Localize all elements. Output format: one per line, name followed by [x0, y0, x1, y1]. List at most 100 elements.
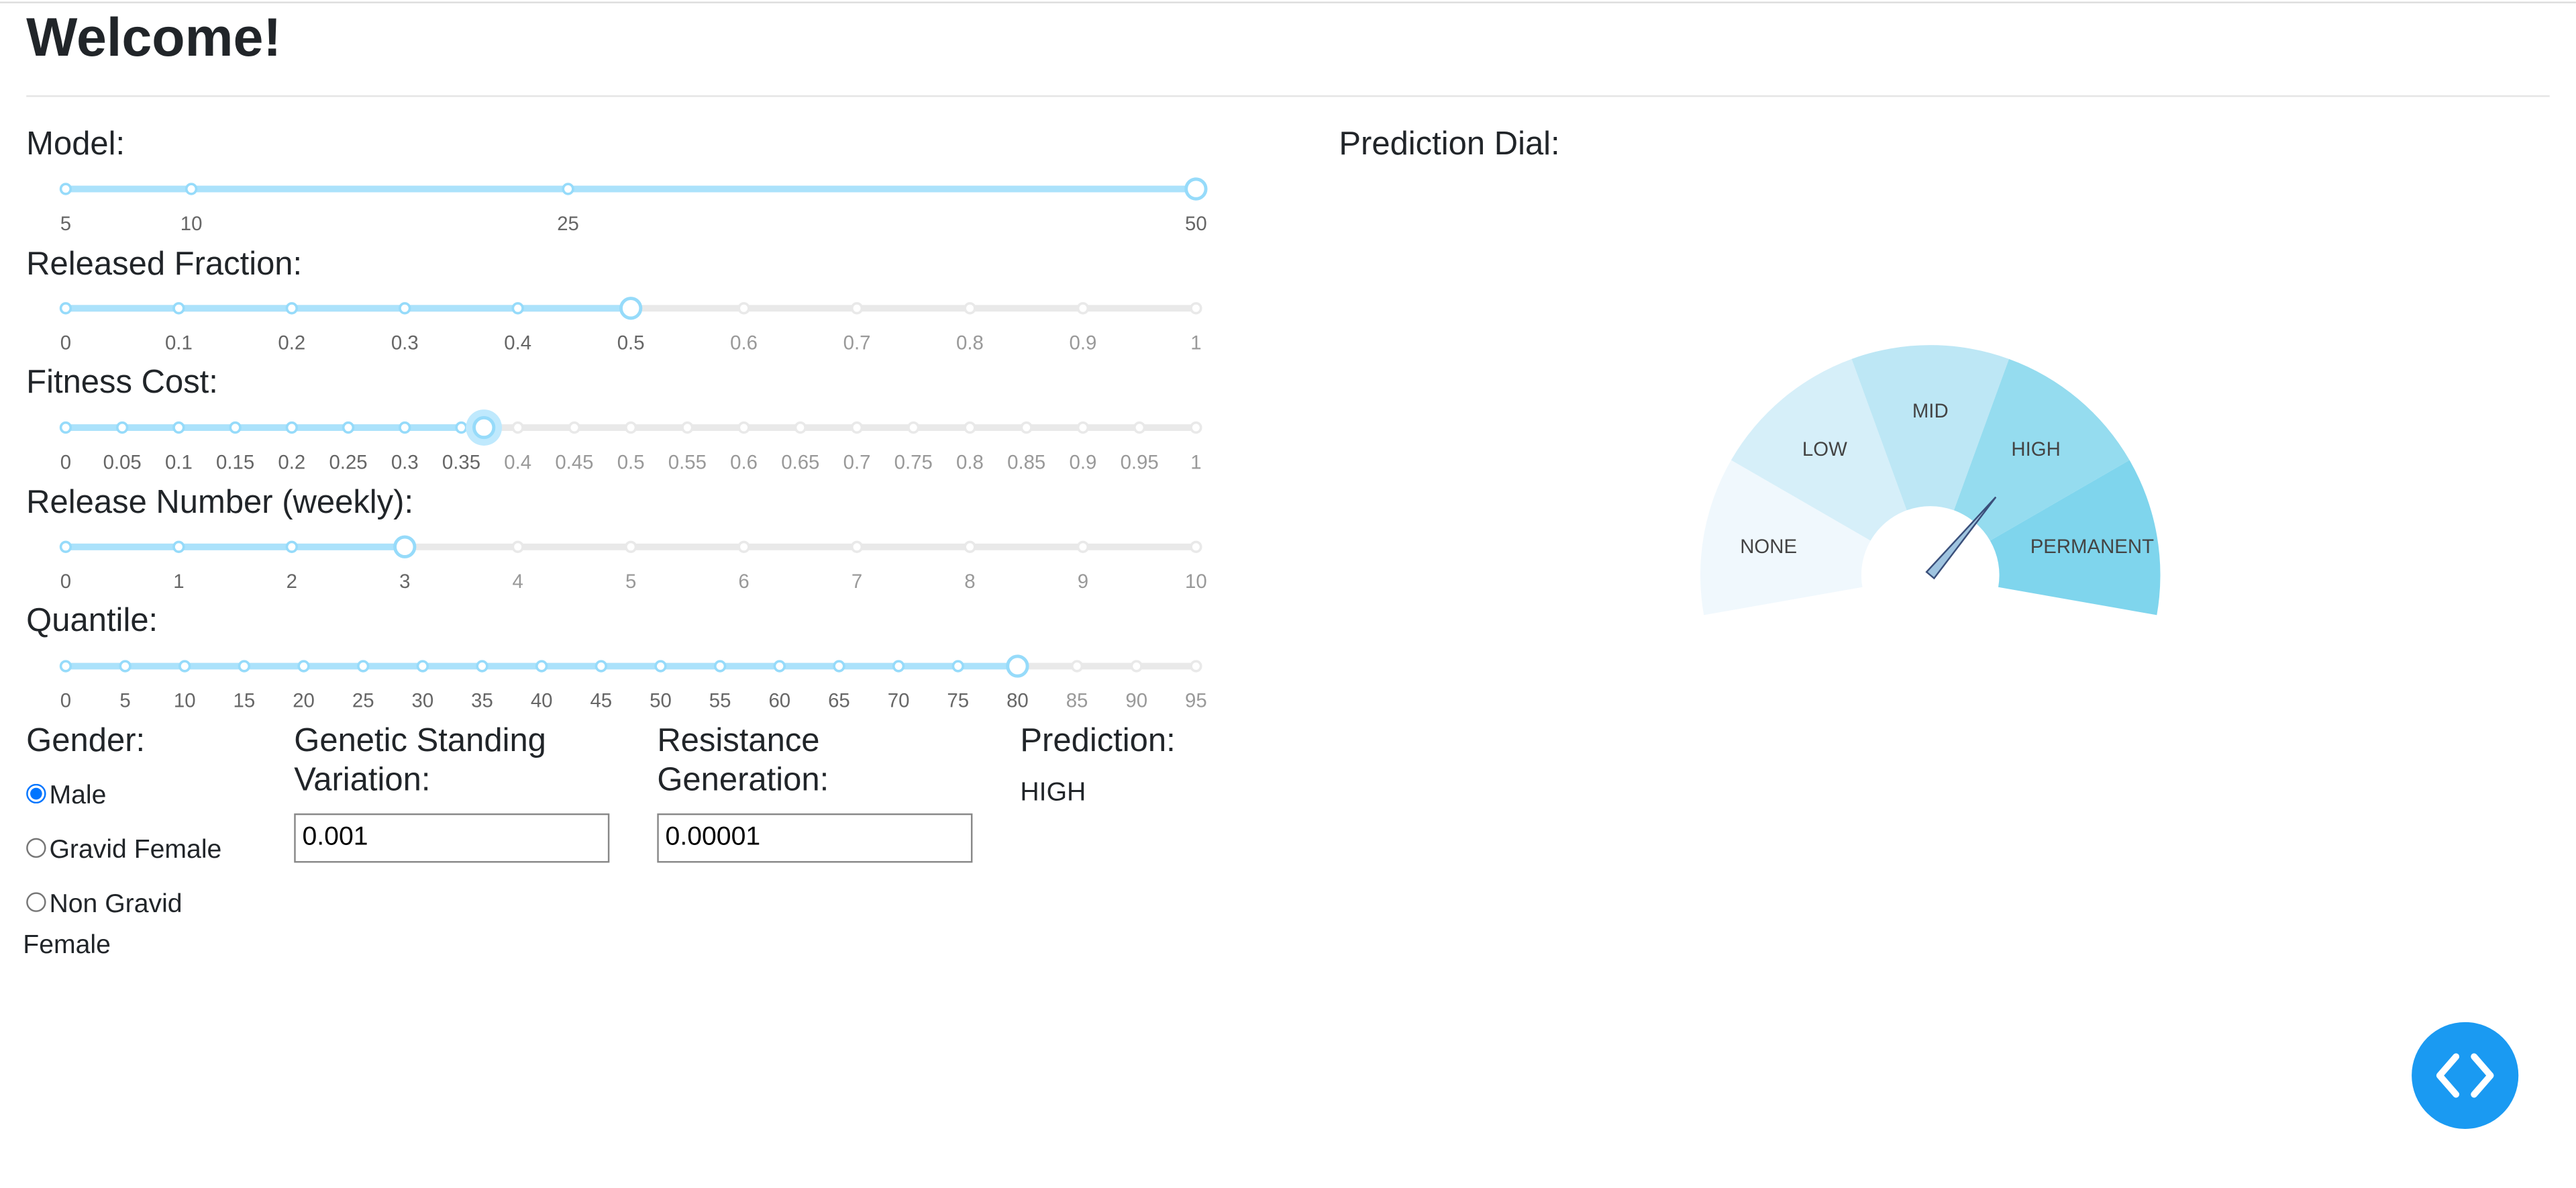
slider-dot — [178, 660, 191, 673]
slider-mark-label: 0.9 — [1070, 451, 1097, 473]
code-button[interactable] — [2412, 1022, 2519, 1129]
prediction-value: HIGH — [1020, 779, 1086, 807]
slider-mark-label: 4 — [513, 571, 523, 593]
slider-dot — [1190, 540, 1202, 553]
slider-mark-label: 30 — [412, 690, 434, 712]
slider-mark-label: 6 — [738, 571, 749, 593]
slider-mark-label: 35 — [471, 690, 493, 712]
slider-dot — [1130, 660, 1143, 673]
slider-mark-label: 0.5 — [617, 451, 645, 473]
slider-dot — [59, 421, 72, 434]
dial-title: Prediction Dial: — [1339, 126, 1560, 163]
slider-mark-label: 80 — [1007, 690, 1029, 712]
slider-mark-label: 0.4 — [504, 451, 531, 473]
dial-label: HIGH — [2011, 438, 2060, 460]
slider-mark-label: 20 — [293, 690, 315, 712]
slider-mark-label: 0.35 — [442, 451, 480, 473]
slider-dot — [595, 660, 608, 673]
slider-mark-label: 25 — [352, 690, 374, 712]
slider-mark-label: 5 — [60, 213, 71, 235]
slider-dot — [285, 421, 298, 434]
slider-mark-label: 45 — [590, 690, 612, 712]
page-title: Welcome! — [26, 6, 282, 68]
radio-label: Non Gravid Female — [23, 890, 183, 960]
slider-handle — [472, 415, 496, 440]
slider-dot — [833, 660, 845, 673]
slider-dot — [342, 421, 355, 434]
slider-dot — [297, 660, 310, 673]
slider-mark-label: 90 — [1125, 690, 1147, 712]
slider-mark-label: 0.95 — [1121, 451, 1159, 473]
radio-option[interactable]: Male — [23, 776, 236, 817]
slider-dot — [568, 421, 581, 434]
slider-mark-label: 8 — [964, 571, 975, 593]
slider-mark-label: 60 — [768, 690, 790, 712]
slider-dot — [238, 660, 251, 673]
slider-mark-label: 1 — [1190, 451, 1201, 473]
slider-dot — [624, 540, 637, 553]
slider-dot — [964, 302, 976, 315]
slider-mark-label: 0.55 — [668, 451, 707, 473]
dial-label: PERMANENT — [2030, 536, 2154, 558]
slider-mark-label: 0.6 — [730, 332, 758, 354]
slider-mark-label: 0.25 — [329, 451, 367, 473]
code-icon — [2436, 1053, 2494, 1098]
slider-dot — [1190, 660, 1202, 673]
radio-option[interactable]: Gravid Female — [23, 830, 236, 871]
slider-dot — [907, 421, 920, 434]
slider-label: Quantile: — [26, 603, 158, 640]
slider-mark-label: 65 — [828, 690, 850, 712]
slider-dot — [1190, 421, 1202, 434]
slider-mark-label: 15 — [234, 690, 256, 712]
resistance-input[interactable] — [657, 813, 973, 863]
slider-dot — [511, 302, 524, 315]
dial-label: NONE — [1740, 536, 1797, 558]
slider-mark-label: 2 — [287, 571, 297, 593]
slider-dot — [172, 302, 185, 315]
slider-dot — [1070, 660, 1084, 673]
dial-needle — [1925, 496, 1997, 580]
slider-mark-label: 95 — [1185, 690, 1207, 712]
slider-label: Model: — [26, 126, 125, 163]
slider-mark-label: 5 — [119, 690, 130, 712]
slider-mark-label: 0.9 — [1070, 332, 1097, 354]
slider-mark-label: 0 — [60, 332, 71, 354]
slider-mark-label: 0.3 — [391, 332, 419, 354]
radio-input[interactable] — [26, 783, 46, 804]
slider-dot — [119, 660, 132, 673]
slider-mark-label: 85 — [1066, 690, 1088, 712]
slider-dot — [624, 421, 637, 434]
slider-mark-label: 0.65 — [781, 451, 819, 473]
radio-input[interactable] — [26, 892, 46, 912]
genetic-label: Genetic Standing Variation: — [294, 723, 546, 799]
slider-mark-label: 0.1 — [165, 451, 193, 473]
slider-handle — [619, 297, 643, 320]
slider-mark-label: 1 — [1190, 332, 1201, 354]
slider-dot — [850, 540, 864, 553]
slider-dot — [59, 183, 72, 195]
slider-dot — [229, 421, 242, 434]
radio-input[interactable] — [26, 838, 46, 858]
radio-option[interactable]: Non Gravid Female — [23, 884, 236, 966]
slider-dot — [399, 302, 411, 315]
dial-label: MID — [1912, 400, 1949, 422]
slider-dot — [59, 540, 72, 553]
slider-mark-label: 70 — [888, 690, 910, 712]
slider-mark-label: 0.8 — [956, 332, 984, 354]
slider-mark-label: 0.2 — [278, 451, 305, 473]
genetic-input[interactable] — [294, 813, 610, 863]
slider-label: Release Number (weekly): — [26, 484, 414, 521]
top-border — [0, 1, 2576, 3]
slider-dot — [511, 421, 524, 434]
slider-mark-label: 50 — [1185, 213, 1207, 235]
slider-dot — [850, 302, 864, 315]
dial-sector — [1700, 460, 1871, 615]
slider-dot — [455, 421, 468, 434]
slider-mark-label: 0.7 — [843, 332, 871, 354]
slider-dot — [59, 302, 72, 315]
slider-mark-label: 0.4 — [504, 332, 531, 354]
slider-label: Released Fraction: — [26, 246, 303, 283]
slider-dot — [511, 540, 524, 553]
